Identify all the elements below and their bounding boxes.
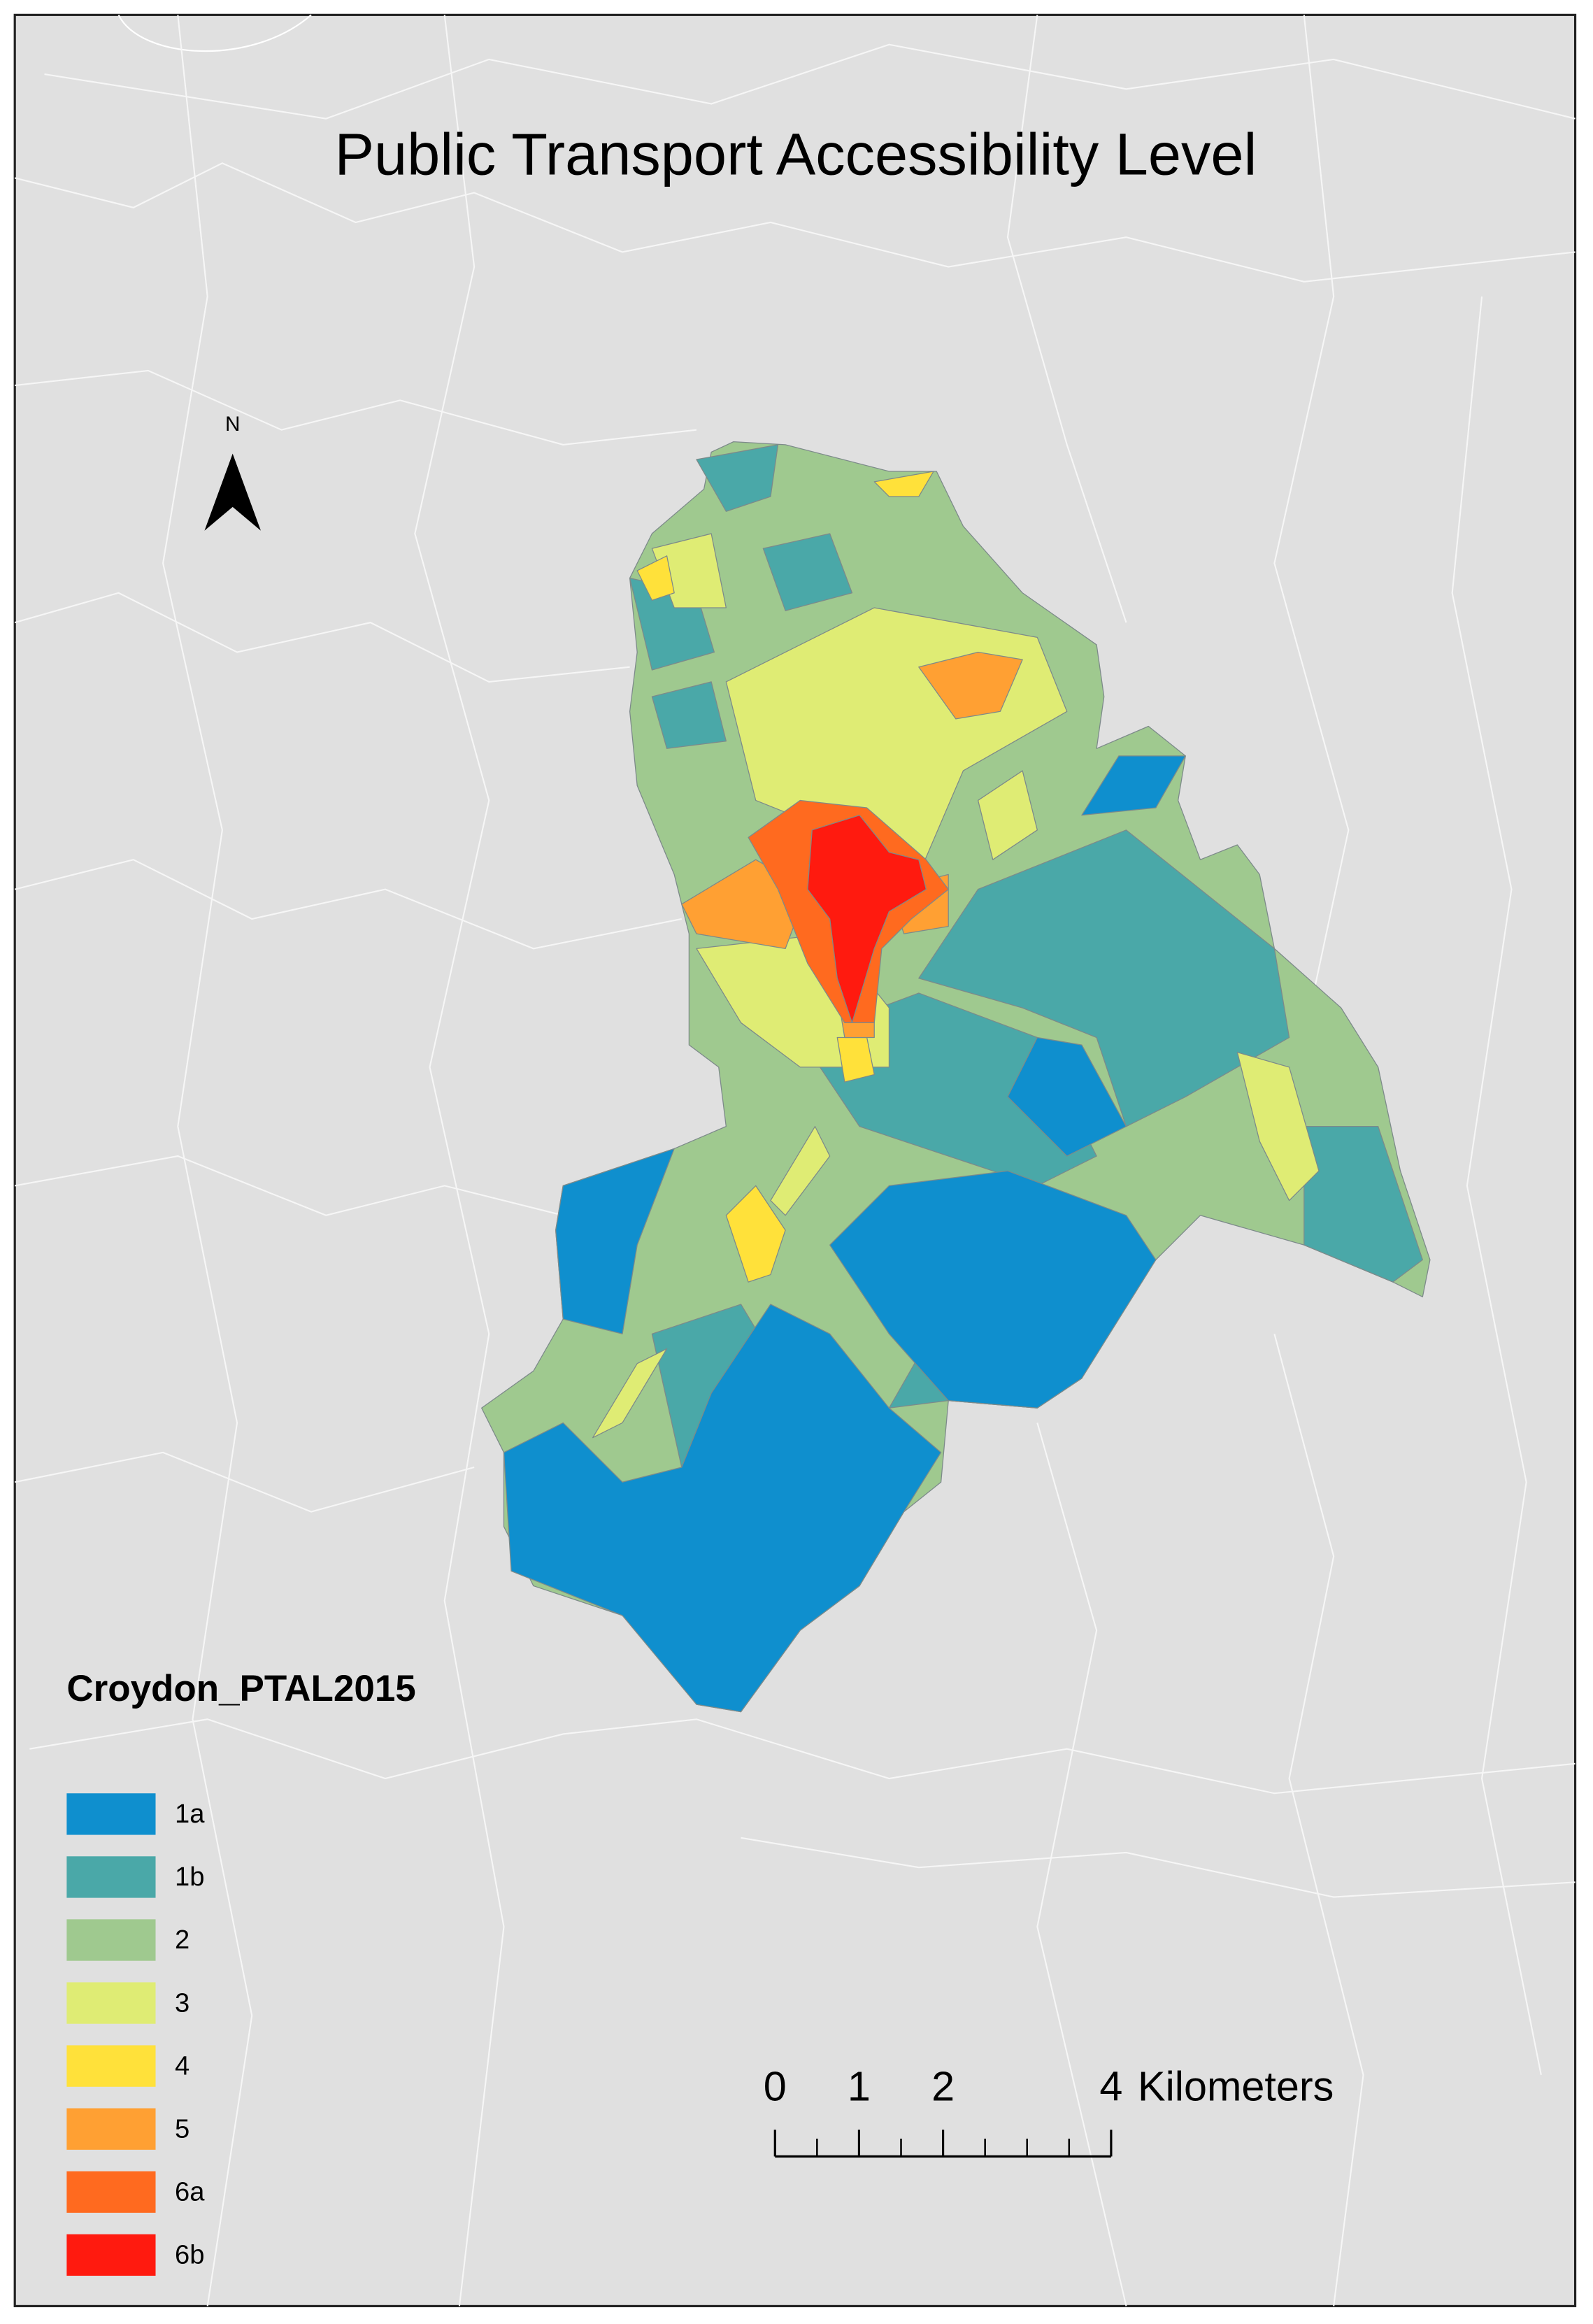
region xyxy=(918,829,1290,1127)
legend-label: 4 xyxy=(175,2051,190,2081)
scale-unit: Kilometers xyxy=(1138,2063,1334,2110)
north-arrow: N xyxy=(204,413,261,531)
scale-tick-label: 2 xyxy=(931,2063,955,2110)
legend-title: Croydon_PTAL2015 xyxy=(66,1668,415,1709)
region xyxy=(873,471,934,497)
scale-bar: Kilometers 0 1 2 4 xyxy=(764,2063,1334,2158)
region xyxy=(503,1304,942,1713)
north-arrow-icon xyxy=(204,453,261,531)
legend: 1a 1b 2 3 4 5 6a 6b xyxy=(66,1793,205,2276)
legend-swatch xyxy=(66,2108,156,2150)
legend-swatch xyxy=(66,1856,156,1898)
region xyxy=(918,651,1023,720)
legend-swatch xyxy=(66,2171,156,2213)
legend-swatch xyxy=(66,2234,156,2276)
legend-label: 2 xyxy=(175,1925,190,1955)
region xyxy=(762,533,853,611)
legend-label: 1a xyxy=(175,1799,205,1829)
region xyxy=(725,1185,786,1283)
borough-regions xyxy=(481,441,1431,1713)
region xyxy=(1007,1036,1127,1157)
legend-label: 6b xyxy=(175,2240,204,2270)
region xyxy=(636,555,675,601)
region xyxy=(651,681,727,749)
scale-tick-label: 0 xyxy=(764,2063,787,2110)
legend-swatch xyxy=(66,1793,156,1835)
map-title: Public Transport Accessibility Level xyxy=(334,120,1257,187)
legend-label: 5 xyxy=(175,2113,190,2144)
region xyxy=(1303,1126,1423,1283)
region xyxy=(592,1348,668,1439)
north-label: N xyxy=(225,413,240,436)
legend-label: 1b xyxy=(175,1862,204,1892)
legend-swatch xyxy=(66,1982,156,2024)
legend-label: 6a xyxy=(175,2176,205,2207)
scale-tick-label: 4 xyxy=(1099,2063,1122,2110)
region xyxy=(807,815,927,1023)
region xyxy=(1081,755,1186,816)
region xyxy=(555,1148,675,1334)
region xyxy=(696,444,779,512)
legend-swatch xyxy=(66,1919,156,1961)
basemap-boundaries xyxy=(14,14,1576,2307)
legend-swatch xyxy=(66,2045,156,2087)
region xyxy=(829,1170,1157,1409)
scale-tick-label: 1 xyxy=(848,2063,871,2110)
region xyxy=(1236,1052,1320,1202)
legend-label: 3 xyxy=(175,1988,190,2018)
region xyxy=(770,1126,831,1216)
region xyxy=(977,770,1038,860)
